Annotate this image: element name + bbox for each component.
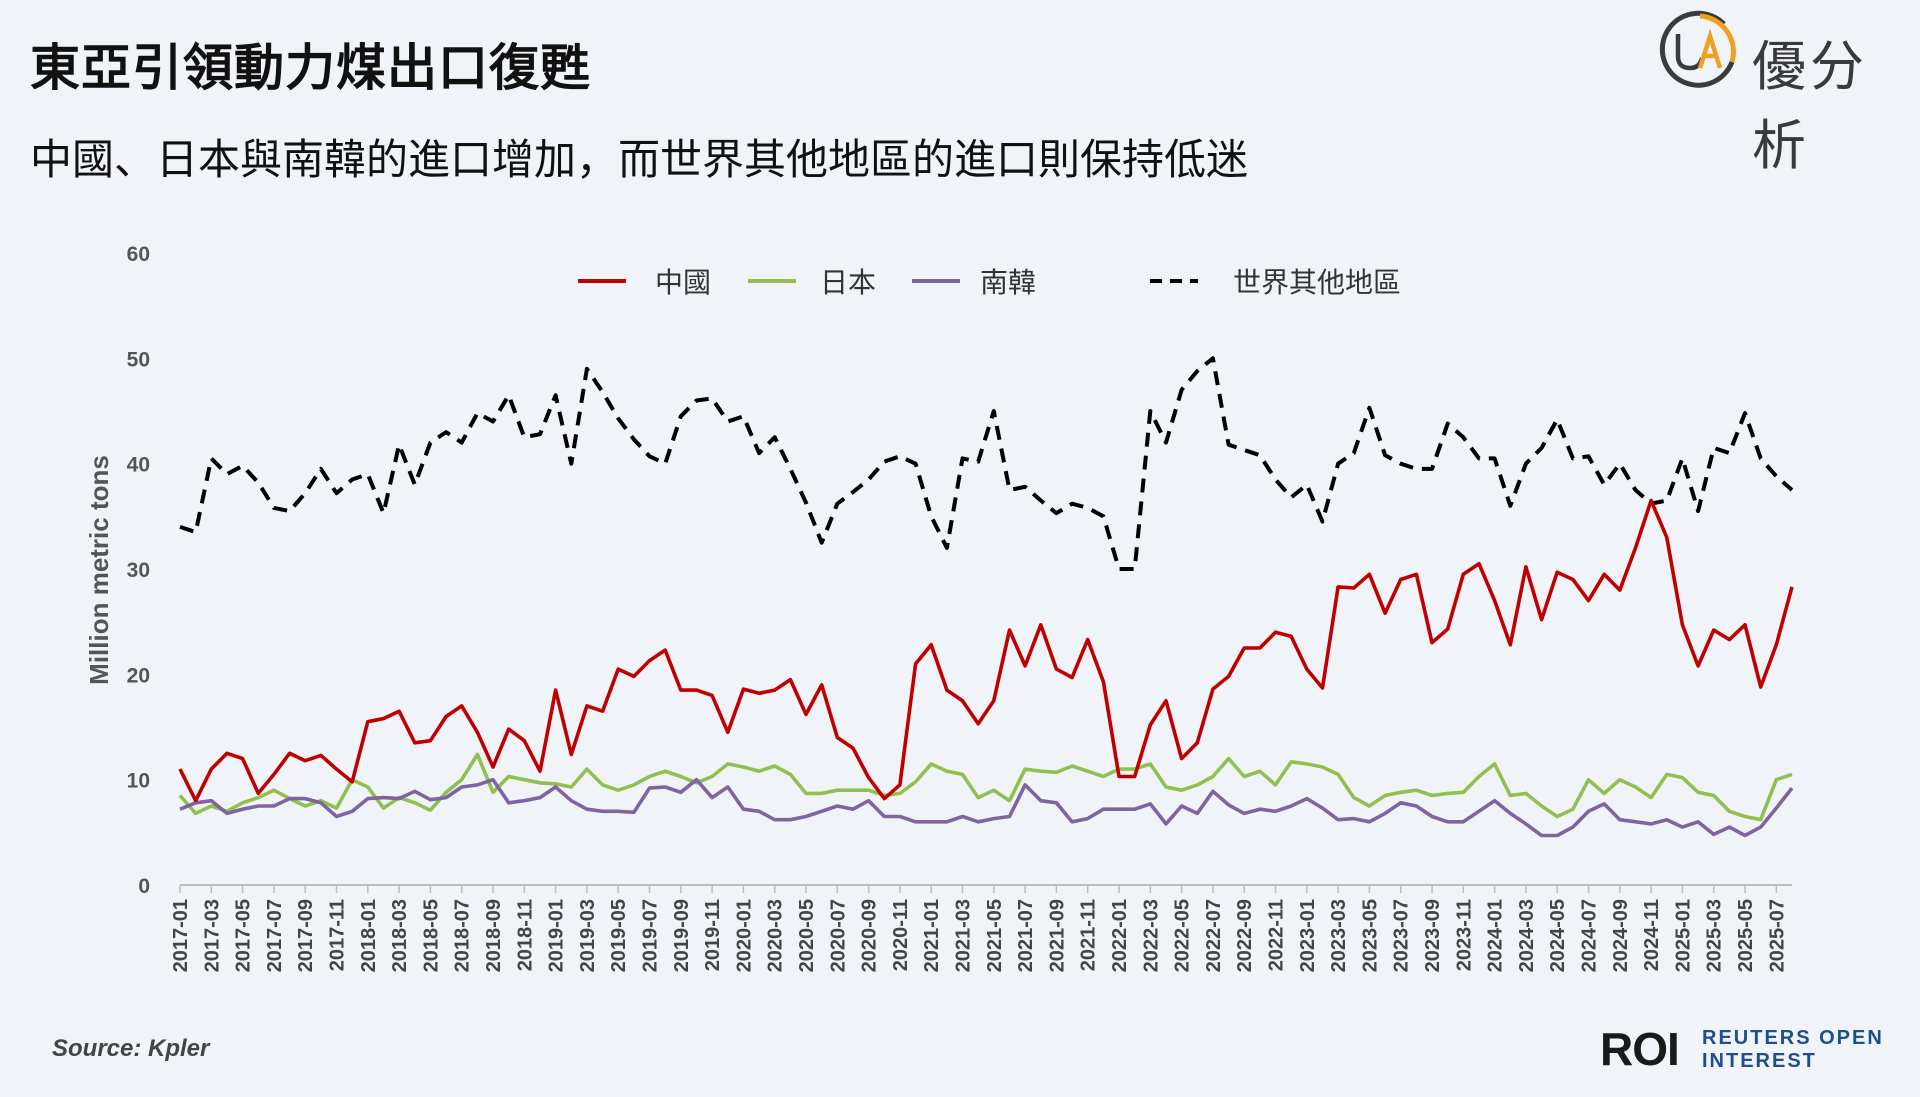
roi-logo: ROI REUTERS OPEN INTEREST bbox=[1600, 1022, 1900, 1082]
brand-name: 優分析 bbox=[1752, 35, 1868, 177]
series-line-1 bbox=[178, 752, 1793, 822]
x-tick-label: 2023-11 bbox=[1453, 899, 1475, 971]
legend-label: 南韓 bbox=[980, 266, 1036, 299]
roi-subtitle: REUTERS OPEN INTEREST bbox=[1702, 1027, 1884, 1073]
series-line-2 bbox=[179, 777, 1794, 838]
x-tick-label: 2025-07 bbox=[1766, 899, 1788, 972]
x-tick-label: 2017-09 bbox=[295, 899, 317, 972]
x-tick-label: 2019-01 bbox=[546, 899, 568, 972]
x-tick-label: 2024-09 bbox=[1610, 899, 1632, 972]
x-tick-label: 2025-01 bbox=[1672, 899, 1694, 972]
y-axis-label: Million metric tons bbox=[84, 455, 114, 685]
x-tick-label: 2023-09 bbox=[1422, 899, 1444, 972]
x-tick-label: 2023-07 bbox=[1391, 899, 1413, 972]
x-tick-label: 2019-07 bbox=[640, 899, 662, 972]
x-tick-label: 2021-07 bbox=[1015, 899, 1037, 972]
roi-mark: ROI bbox=[1600, 1023, 1680, 1075]
legend-label: 日本 bbox=[820, 266, 876, 299]
x-tick-label: 2020-09 bbox=[859, 899, 881, 972]
x-tick-label: 2021-05 bbox=[984, 899, 1006, 972]
y-tick-label: 50 bbox=[127, 348, 150, 371]
x-axis: 2017-01 2017-03 2017-05 2017-07 2017-09 2017-… bbox=[170, 884, 1792, 972]
x-tick-label: 2018-05 bbox=[420, 899, 442, 972]
brand-logo: 優分析 bbox=[1654, 10, 1914, 177]
page-subtitle: 中國、日本與南韓的進口增加，而世界其他地區的進口則保持低迷 bbox=[30, 135, 1249, 184]
x-tick-label: 2020-11 bbox=[890, 899, 912, 971]
y-tick-label: 10 bbox=[127, 770, 150, 793]
x-tick-label: 2024-05 bbox=[1547, 899, 1569, 972]
series-line-0 bbox=[178, 498, 1794, 803]
legend: 中國 日本 南韓 世界其他地區 bbox=[578, 266, 1401, 299]
x-tick-label: 2018-09 bbox=[483, 899, 505, 972]
x-tick-label: 2022-07 bbox=[1203, 899, 1225, 972]
roi-subtitle-line1: REUTERS OPEN bbox=[1702, 1027, 1884, 1049]
x-tick-label: 2019-09 bbox=[671, 899, 693, 972]
x-tick-label: 2020-07 bbox=[827, 899, 849, 972]
source-note: Source: Kpler bbox=[52, 1035, 210, 1062]
x-tick-label: 2025-03 bbox=[1704, 899, 1726, 972]
x-tick-label: 2024-01 bbox=[1485, 899, 1507, 972]
x-tick-label: 2024-03 bbox=[1516, 899, 1538, 972]
x-tick-label: 2020-05 bbox=[796, 899, 818, 972]
legend-label: 中國 bbox=[655, 266, 711, 299]
x-tick-label: 2023-01 bbox=[1297, 899, 1319, 972]
x-tick-label: 2017-03 bbox=[201, 899, 223, 972]
x-tick-label: 2018-01 bbox=[358, 899, 380, 972]
x-tick-label: 2017-05 bbox=[233, 899, 255, 972]
y-tick-label: 0 bbox=[138, 875, 150, 898]
x-tick-label: 2018-07 bbox=[452, 899, 474, 972]
series-lines bbox=[178, 356, 1794, 838]
x-tick-label: 2022-03 bbox=[1140, 899, 1162, 972]
x-tick-label: 2018-11 bbox=[514, 899, 536, 971]
x-tick-label: 2020-03 bbox=[765, 899, 787, 972]
x-tick-label: 2023-03 bbox=[1328, 899, 1350, 972]
x-tick-label: 2025-05 bbox=[1735, 899, 1757, 972]
x-tick-label: 2021-11 bbox=[1078, 899, 1100, 971]
x-tick-label: 2018-03 bbox=[389, 899, 411, 972]
x-tick-label: 2017-01 bbox=[170, 899, 192, 972]
x-tick-label: 2024-07 bbox=[1579, 899, 1601, 972]
x-tick-label: 2017-11 bbox=[327, 899, 349, 971]
x-tick-label: 2024-11 bbox=[1641, 899, 1663, 971]
y-axis: 0 10 20 30 40 50 60 bbox=[127, 243, 150, 898]
x-tick-label: 2022-05 bbox=[1172, 899, 1194, 972]
x-tick-label: 2019-03 bbox=[577, 899, 599, 972]
series-line-3 bbox=[179, 356, 1794, 571]
x-tick-label: 2021-01 bbox=[921, 899, 943, 972]
ua-logo-icon bbox=[1659, 10, 1736, 88]
x-tick-label: 2021-03 bbox=[953, 899, 975, 972]
page-title: 東亞引領動力煤出口復甦 bbox=[30, 39, 591, 97]
roi-subtitle-line2: INTEREST bbox=[1702, 1050, 1817, 1072]
x-tick-label: 2022-09 bbox=[1234, 899, 1256, 972]
x-tick-label: 2021-09 bbox=[1046, 899, 1068, 972]
x-tick-label: 2019-11 bbox=[702, 899, 724, 971]
y-tick-label: 60 bbox=[127, 243, 150, 266]
x-tick-label: 2022-01 bbox=[1109, 899, 1131, 972]
x-tick-label: 2023-05 bbox=[1359, 899, 1381, 972]
x-tick-label: 2022-11 bbox=[1266, 899, 1288, 971]
legend-label: 世界其他地區 bbox=[1233, 266, 1401, 299]
x-tick-label: 2019-05 bbox=[608, 899, 630, 972]
y-tick-label: 40 bbox=[127, 454, 150, 477]
y-tick-label: 30 bbox=[127, 559, 150, 582]
x-tick-label: 2020-01 bbox=[733, 899, 755, 972]
y-tick-label: 20 bbox=[127, 664, 150, 687]
x-tick-label: 2017-07 bbox=[264, 899, 286, 972]
